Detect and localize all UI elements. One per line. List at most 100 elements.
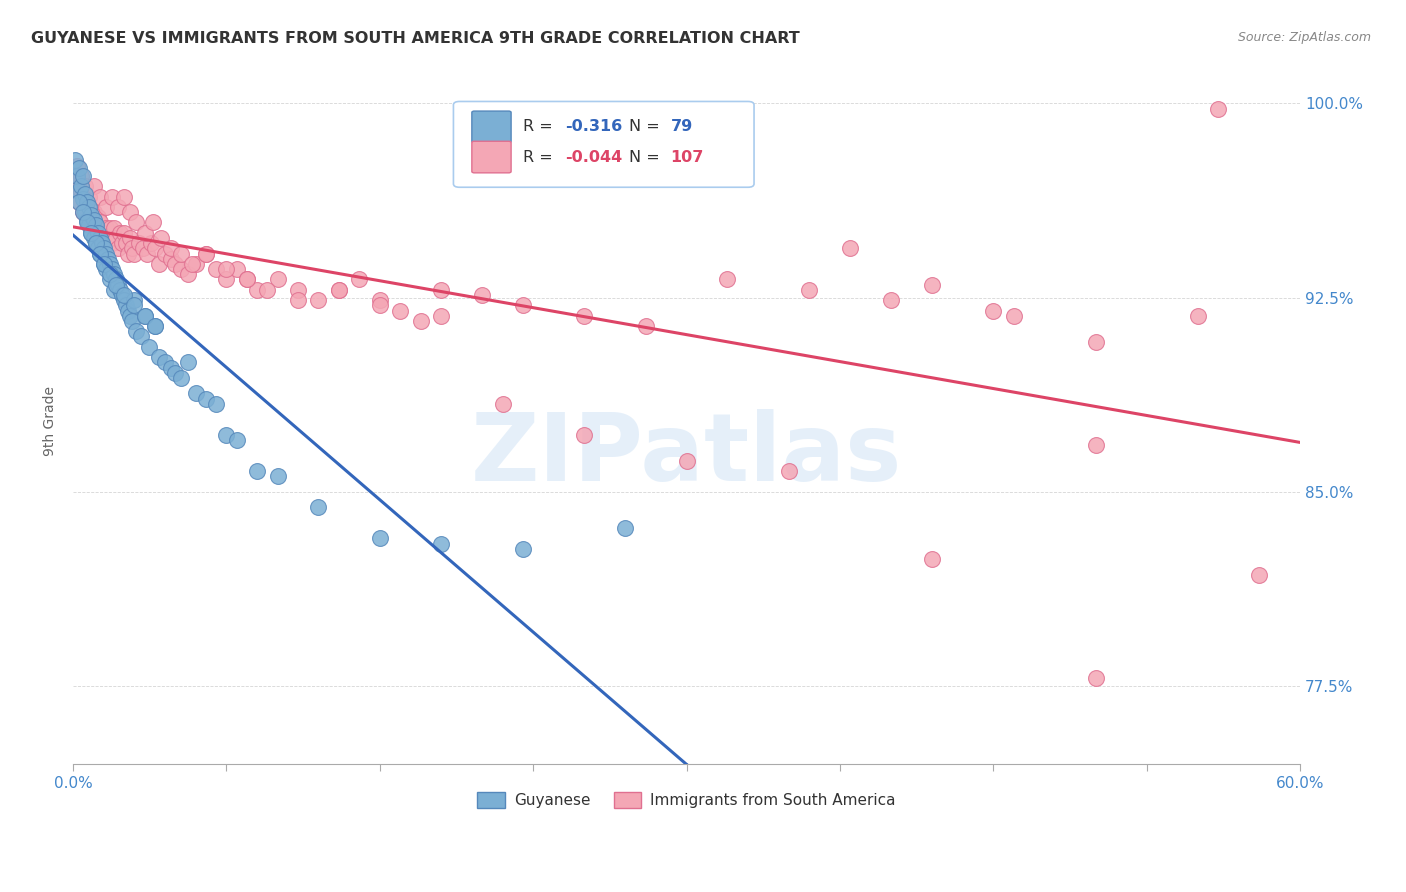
Point (1084, 438, 1107, 452)
Text: N =: N = (628, 120, 665, 135)
Point (112, 189, 135, 203)
Point (160, 360, 183, 375)
Point (471, 288, 494, 302)
Point (98, 267, 121, 281)
Point (112, 226, 135, 240)
Point (93, 231, 115, 245)
Point (225, 262, 247, 277)
Point (76, 213, 98, 227)
Point (66, 159, 89, 173)
Point (117, 303, 139, 318)
Point (72, 169, 94, 183)
Point (430, 283, 453, 297)
Point (675, 454, 697, 468)
Point (184, 386, 207, 401)
FancyBboxPatch shape (472, 112, 512, 143)
Text: Source: ZipAtlas.com: Source: ZipAtlas.com (1237, 31, 1371, 45)
Point (716, 272, 738, 286)
Point (125, 324, 148, 338)
Point (176, 267, 198, 281)
Point (84, 236, 107, 251)
Point (93, 257, 115, 271)
Point (125, 215, 148, 229)
Point (225, 433, 247, 447)
Point (574, 309, 596, 323)
Point (103, 220, 125, 235)
Point (368, 298, 391, 312)
Point (75, 179, 97, 194)
Point (98, 272, 121, 286)
Point (143, 241, 166, 255)
Point (80, 208, 103, 222)
Point (75, 186, 97, 201)
Point (328, 283, 350, 297)
Point (121, 314, 143, 328)
Point (215, 272, 238, 286)
Point (128, 236, 150, 251)
Point (121, 241, 143, 255)
Text: -0.316: -0.316 (565, 120, 623, 135)
Point (79, 200, 101, 214)
Point (86, 241, 108, 255)
Point (76, 211, 98, 225)
Point (143, 319, 166, 334)
Point (97, 252, 120, 266)
Point (70, 169, 93, 183)
Point (142, 215, 165, 229)
Point (778, 464, 800, 478)
Point (84, 220, 107, 235)
Point (205, 262, 228, 277)
Point (89, 231, 111, 245)
Point (101, 262, 124, 277)
Point (105, 277, 128, 292)
Point (67, 194, 90, 209)
Point (70, 179, 93, 194)
Point (107, 200, 129, 214)
Point (368, 532, 391, 546)
Point (170, 371, 193, 385)
Point (328, 283, 350, 297)
Point (107, 241, 129, 255)
Point (124, 246, 146, 260)
Point (107, 277, 129, 292)
Point (72, 192, 94, 206)
Point (195, 246, 218, 260)
Point (112, 288, 135, 302)
Point (120, 309, 142, 323)
Point (67, 194, 90, 209)
Point (349, 272, 371, 286)
Point (89, 215, 111, 229)
Point (89, 189, 111, 203)
Y-axis label: 9th Grade: 9th Grade (44, 385, 58, 456)
Point (491, 397, 513, 411)
Point (90, 236, 112, 251)
Point (150, 231, 173, 245)
Point (430, 536, 453, 550)
Point (574, 428, 596, 442)
Point (120, 205, 142, 219)
Point (389, 303, 412, 318)
Point (98, 257, 121, 271)
Point (236, 272, 259, 286)
Point (256, 283, 278, 297)
Text: 107: 107 (671, 150, 704, 165)
Point (84, 236, 107, 251)
Point (84, 218, 107, 232)
Point (170, 262, 193, 277)
Point (138, 340, 160, 354)
Point (97, 231, 120, 245)
Point (1249, 567, 1271, 582)
Point (430, 309, 453, 323)
Point (89, 246, 111, 260)
Point (1187, 309, 1209, 323)
Point (135, 246, 157, 260)
Point (512, 298, 534, 312)
Point (170, 246, 193, 260)
Point (117, 246, 139, 260)
Point (75, 194, 97, 209)
Point (83, 231, 105, 245)
Point (246, 283, 269, 297)
Point (153, 246, 176, 260)
Point (368, 293, 391, 308)
Text: R =: R = (523, 120, 558, 135)
